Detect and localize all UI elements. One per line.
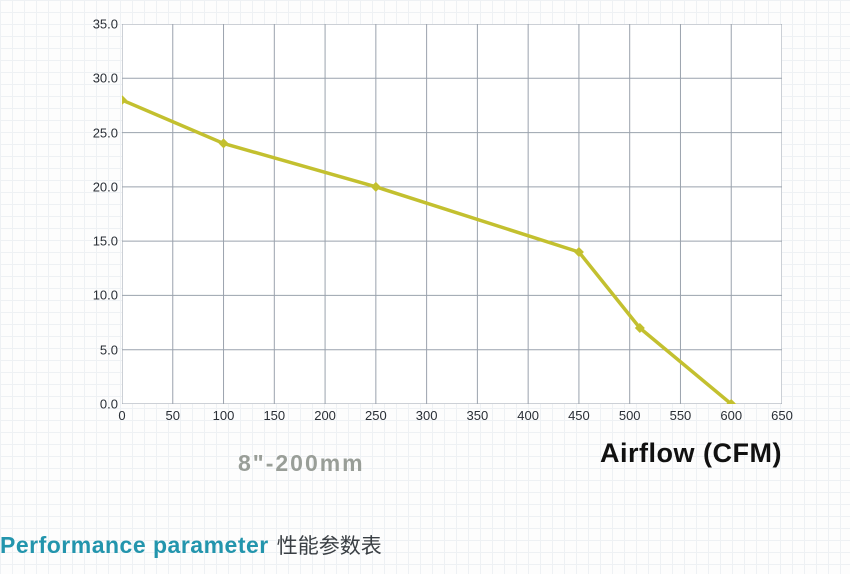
x-tick-label: 400 (517, 408, 539, 423)
footer-title-zh: 性能参数表 (277, 530, 382, 560)
footer-title-en: Performance parameter (0, 532, 269, 559)
x-tick-label: 200 (314, 408, 336, 423)
x-tick-label: 600 (720, 408, 742, 423)
y-tick-label: 20.0 (93, 179, 118, 194)
y-tick-label: 30.0 (93, 71, 118, 86)
y-tick-label: 5.0 (100, 342, 118, 357)
x-tick-label: 300 (416, 408, 438, 423)
x-tick-label: 450 (568, 408, 590, 423)
plot-area (122, 24, 782, 404)
y-tick-label: 10.0 (93, 288, 118, 303)
y-tick-label: 35.0 (93, 17, 118, 32)
pressure-airflow-chart: Air Pressure(mmH2O) 0.05.010.015.020.025… (40, 10, 810, 450)
x-tick-label: 0 (118, 408, 125, 423)
y-tick-label: 0.0 (100, 397, 118, 412)
x-tick-label: 100 (213, 408, 235, 423)
x-tick-label: 650 (771, 408, 793, 423)
footer-title: Performance parameter 性能参数表 (0, 530, 382, 560)
x-tick-label: 150 (263, 408, 285, 423)
x-tick-label: 500 (619, 408, 641, 423)
y-tick-label: 15.0 (93, 234, 118, 249)
x-axis-label: Airflow (CFM) (600, 438, 782, 469)
series-label: 8"-200mm (238, 450, 365, 477)
x-tick-label: 250 (365, 408, 387, 423)
y-axis-ticks: 0.05.010.015.020.025.030.035.0 (80, 24, 118, 404)
x-tick-label: 350 (467, 408, 489, 423)
y-tick-label: 25.0 (93, 125, 118, 140)
x-axis-ticks: 050100150200250300350400450500550600650 (122, 408, 782, 428)
chart-svg (122, 24, 782, 404)
x-tick-label: 550 (670, 408, 692, 423)
x-tick-label: 50 (166, 408, 180, 423)
